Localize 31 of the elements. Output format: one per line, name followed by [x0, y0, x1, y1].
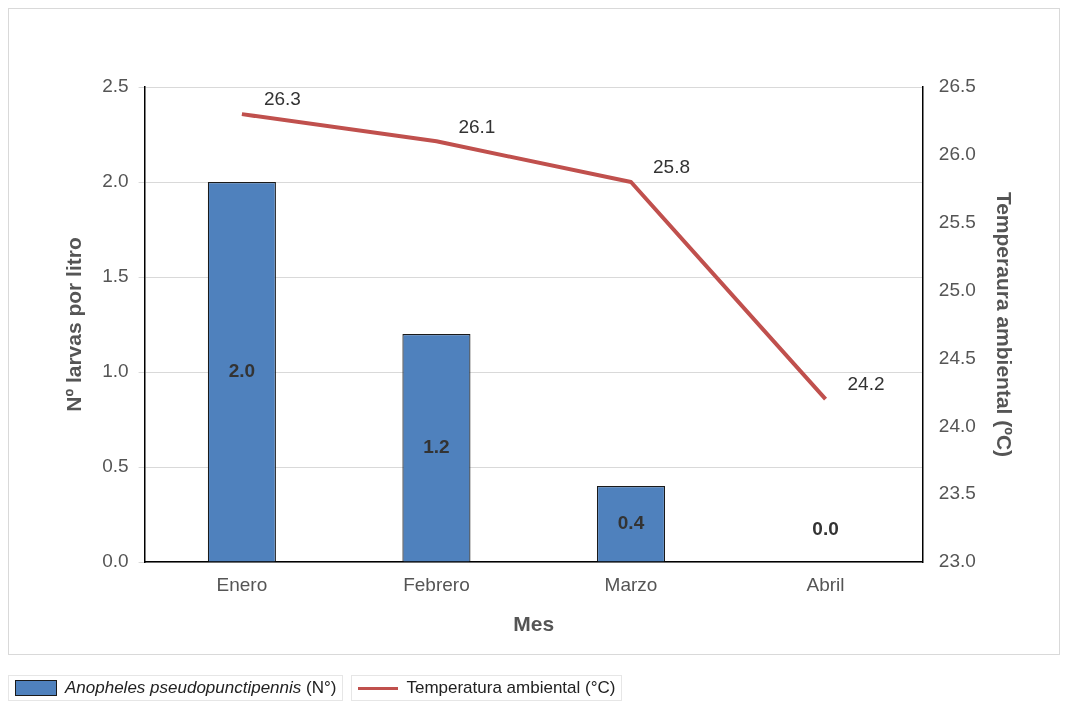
- y-axis-title: Nº larvas por litro: [62, 237, 86, 412]
- y2-tick-label: 26.5: [938, 75, 976, 97]
- legend-label: Anopheles pseudopunctipennis (N°): [65, 678, 337, 698]
- data-label: 26.1: [458, 115, 496, 137]
- y-tick-label: 0.0: [102, 550, 129, 572]
- data-label: 24.2: [847, 373, 885, 395]
- x-axis-title: Mes: [513, 612, 555, 636]
- y-tick-label: 1.5: [102, 265, 129, 287]
- y2-tick-label: 25.5: [938, 210, 976, 232]
- y2-axis-title: Temperaura ambiental (ºC): [992, 191, 1016, 458]
- x-tick-label: Abril: [806, 573, 845, 595]
- data-label: 26.3: [263, 88, 301, 110]
- y2-tick-label: 23.5: [938, 482, 976, 504]
- y2-tick-label: 24.0: [938, 414, 976, 436]
- x-tick-label: Enero: [216, 573, 268, 595]
- x-tick-label: Febrero: [403, 573, 470, 595]
- y2-tick-label: 26.0: [938, 143, 976, 165]
- data-label: 0.0: [812, 518, 839, 540]
- legend-label: Temperatura ambiental (°C): [406, 678, 616, 698]
- y2-tick-label: 23.0: [938, 550, 976, 572]
- data-label: 25.8: [652, 156, 690, 178]
- y-tick-label: 2.5: [102, 75, 129, 97]
- data-label: 2.0: [228, 359, 256, 381]
- y2-tick-label: 25.0: [938, 278, 976, 300]
- x-tick-label: Marzo: [604, 573, 658, 595]
- y-tick-label: 0.5: [102, 455, 129, 477]
- data-label: 0.4: [617, 511, 645, 533]
- y2-tick-label: 24.5: [938, 346, 976, 368]
- y-tick-label: 2.0: [102, 170, 129, 192]
- data-label: 1.2: [423, 435, 450, 457]
- y-tick-label: 1.0: [102, 360, 129, 382]
